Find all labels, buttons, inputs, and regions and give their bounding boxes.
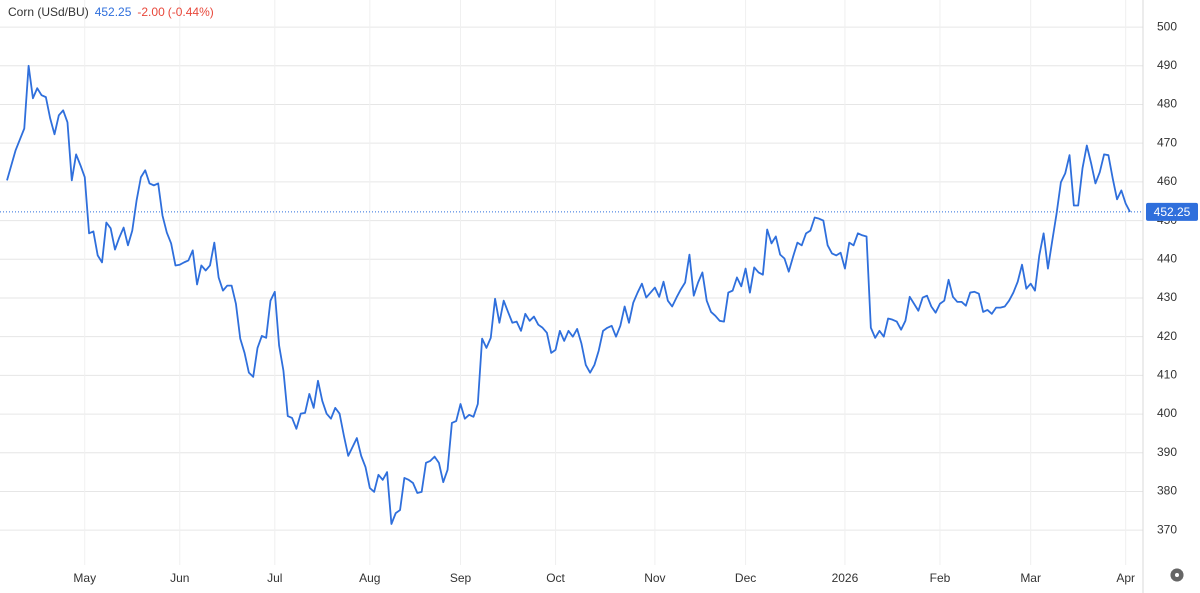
x-tick-label: Sep [450, 571, 472, 585]
settings-button[interactable] [1170, 568, 1184, 582]
price-change-percent: (-0.44%) [167, 5, 214, 19]
y-tick-label: 460 [1157, 174, 1177, 188]
x-tick-label: 2026 [832, 571, 859, 585]
chart-header: Corn (USd/BU) 452.25 -2.00 (-0.44%) [8, 5, 220, 19]
x-tick-label: Apr [1116, 571, 1135, 585]
x-tick-label: Feb [930, 571, 951, 585]
y-tick-label: 370 [1157, 522, 1177, 536]
x-tick-label: Oct [546, 571, 565, 585]
x-tick-label: Dec [735, 571, 756, 585]
y-tick-label: 480 [1157, 97, 1177, 111]
x-tick-label: Mar [1020, 571, 1041, 585]
x-tick-label: Nov [644, 571, 665, 585]
price-line [6, 64, 1131, 525]
y-tick-label: 500 [1157, 19, 1177, 33]
y-tick-label: 410 [1157, 368, 1177, 382]
x-tick-label: Aug [359, 571, 380, 585]
y-tick-label: 430 [1157, 290, 1177, 304]
gear-hole [1175, 573, 1179, 577]
y-tick-label: 400 [1157, 406, 1177, 420]
chart-title: Corn (USd/BU) [8, 5, 89, 19]
x-tick-label: May [73, 571, 96, 585]
y-tick-label: 420 [1157, 329, 1177, 343]
x-tick-label: Jul [267, 571, 282, 585]
price-change: -2.00 [137, 5, 165, 19]
y-tick-label: 490 [1157, 58, 1177, 72]
y-tick-label: 470 [1157, 135, 1177, 149]
last-price-label: 452.25 [1154, 205, 1191, 219]
x-tick-label: Jun [170, 571, 189, 585]
last-price-badge [1146, 202, 1198, 221]
last-price: 452.25 [94, 5, 132, 19]
y-tick-label: 380 [1157, 484, 1177, 498]
y-tick-label: 390 [1157, 445, 1177, 459]
y-tick-label: 440 [1157, 251, 1177, 265]
